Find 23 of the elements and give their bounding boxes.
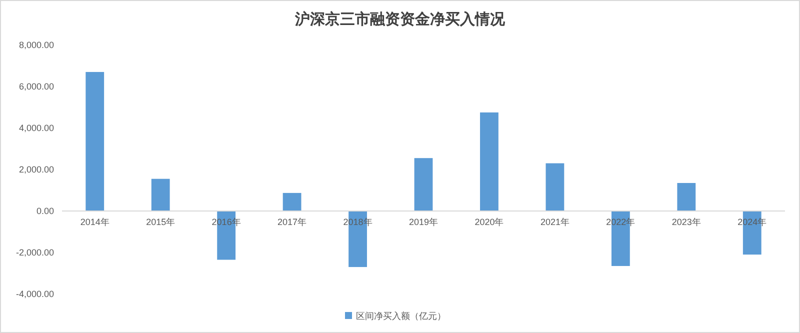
bar — [282, 192, 302, 211]
bar — [414, 158, 433, 211]
y-tick-label: 8,000.00 — [18, 40, 54, 50]
y-tick-label: 6,000.00 — [18, 82, 54, 92]
bar — [86, 72, 104, 211]
y-tick-label: 4,000.00 — [18, 123, 54, 134]
bar — [480, 112, 498, 211]
legend-label: 区间净买入额（亿元） — [356, 311, 446, 322]
y-tick-label: -4,000.00 — [16, 289, 54, 300]
bar — [151, 178, 170, 211]
x-tick-label: 2020年 — [474, 217, 504, 227]
y-tick-label: 2,000.00 — [18, 164, 54, 175]
x-tick-label: 2021年 — [540, 217, 570, 227]
chart-title: 沪深京三市融资资金净买入情况 — [294, 10, 506, 28]
y-tick-label: 0.00 — [36, 206, 54, 216]
x-tick-label: 2023年 — [672, 217, 701, 227]
x-tick-label: 2017年 — [278, 217, 307, 227]
bar — [677, 182, 696, 211]
y-tick-label: -2,000.00 — [16, 248, 54, 258]
x-tick-label: 2015年 — [146, 217, 176, 227]
bar — [546, 163, 564, 211]
x-tick-label: 2019年 — [408, 217, 438, 227]
x-tick-label: 2014年 — [80, 217, 110, 227]
